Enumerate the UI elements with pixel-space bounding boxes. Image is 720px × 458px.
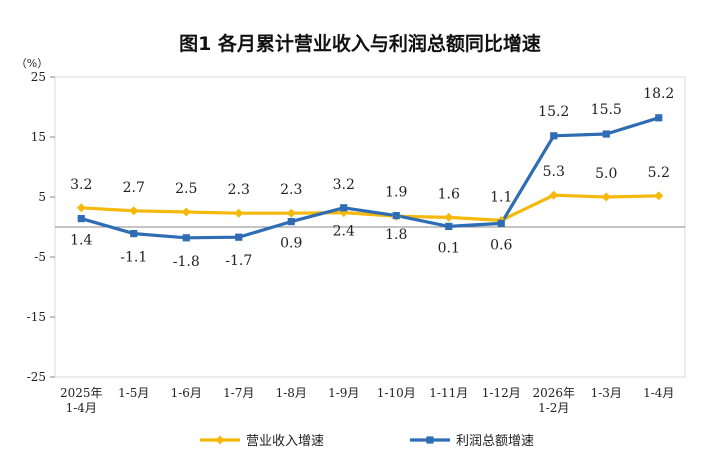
series-line-revenue (81, 193, 659, 222)
data-label: 1.8 (385, 227, 407, 243)
data-label: 5.2 (648, 165, 670, 181)
legend: 营业收入增速 利润总额增速 (200, 434, 534, 449)
series-line-profit (80, 116, 660, 240)
data-label: 3.2 (70, 177, 92, 193)
data-point-square (130, 230, 138, 238)
data-label: -1.1 (120, 250, 147, 266)
data-point-diamond (234, 208, 244, 218)
x-tick-label: 1-9月 (328, 386, 359, 400)
y-tick-label: 25 (31, 70, 46, 84)
data-point-diamond (549, 190, 559, 200)
data-point-square (392, 212, 400, 220)
data-point-square (602, 130, 610, 138)
data-label: 5.0 (595, 166, 617, 182)
data-point-square (77, 215, 85, 223)
data-label: 1.1 (490, 189, 512, 205)
x-tick-label: 1-10月 (377, 386, 416, 400)
data-label: 2.7 (123, 180, 145, 196)
data-label: 0.6 (490, 237, 512, 253)
data-point-square (287, 218, 295, 226)
data-point-diamond (76, 203, 86, 213)
data-point-diamond (654, 191, 664, 201)
data-label: 5.3 (543, 164, 565, 180)
data-label: 2.3 (228, 182, 250, 198)
data-point-diamond (129, 206, 139, 216)
data-label: 18.2 (643, 86, 674, 102)
data-label: 15.5 (591, 102, 622, 118)
data-label: 0.1 (438, 240, 460, 256)
data-label: -1.8 (173, 254, 200, 270)
legend-marker-square (426, 436, 434, 444)
axes: 25 15 5 -5 -15 -25 2025年 1-4月 1-5月 1-6月 1-7月 1-8月 1-… (27, 70, 685, 415)
x-tick-label: 1-11月 (429, 386, 468, 400)
data-label: 2.3 (280, 182, 302, 198)
data-point-square (550, 132, 558, 140)
data-label: 2.4 (333, 224, 355, 240)
data-point-diamond (286, 208, 296, 218)
data-point-square (497, 219, 505, 227)
data-label: 3.2 (333, 177, 355, 193)
y-tick-label: 15 (31, 130, 46, 144)
x-tick-label: 1-5月 (118, 386, 149, 400)
x-tick-label: 2026年 1-2月 (532, 386, 575, 415)
legend-label: 利润总额增速 (456, 434, 534, 449)
data-point-diamond (181, 207, 191, 217)
data-label: -1.7 (225, 253, 252, 269)
x-tick-label: 2025年 1-4月 (60, 386, 103, 415)
data-label: 1.4 (70, 233, 92, 249)
series-lines (80, 116, 660, 240)
data-label: 1.6 (438, 186, 460, 202)
y-tick-label: -25 (27, 370, 46, 384)
data-label: 0.9 (280, 236, 302, 252)
x-tick-label: 1-6月 (171, 386, 202, 400)
y-tick-label: 5 (38, 190, 46, 204)
x-tick-label: 1-3月 (591, 386, 622, 400)
data-point-diamond (444, 212, 454, 222)
legend-marker-diamond (215, 435, 225, 445)
data-point-square (182, 234, 190, 242)
data-label: 2.5 (175, 181, 197, 197)
series-markers (76, 114, 664, 242)
data-label: 1.9 (385, 185, 407, 201)
data-point-diamond (601, 192, 611, 202)
y-tick-label: -5 (34, 250, 46, 264)
y-tick-label: -15 (27, 310, 46, 324)
y-axis-unit-label: （%） (16, 57, 48, 70)
data-label: 15.2 (538, 104, 569, 120)
chart-title: 图1 各月累计营业收入与利润总额同比增速 (179, 32, 541, 55)
x-tick-label: 1-8月 (276, 386, 307, 400)
x-tick-label: 1-4月 (643, 386, 674, 400)
x-tick-label: 1-12月 (482, 386, 521, 400)
data-point-square (445, 222, 453, 230)
x-tick-label: 1-7月 (223, 386, 254, 400)
data-labels: 3.2 2.7 2.5 2.3 2.3 2.4 1.8 1.6 1.1 5.3 5.0 5.2 1.4 -… (70, 86, 674, 270)
data-point-square (655, 114, 663, 122)
data-point-square (340, 204, 348, 212)
legend-label: 营业收入增速 (246, 434, 324, 449)
data-point-square (235, 233, 243, 241)
